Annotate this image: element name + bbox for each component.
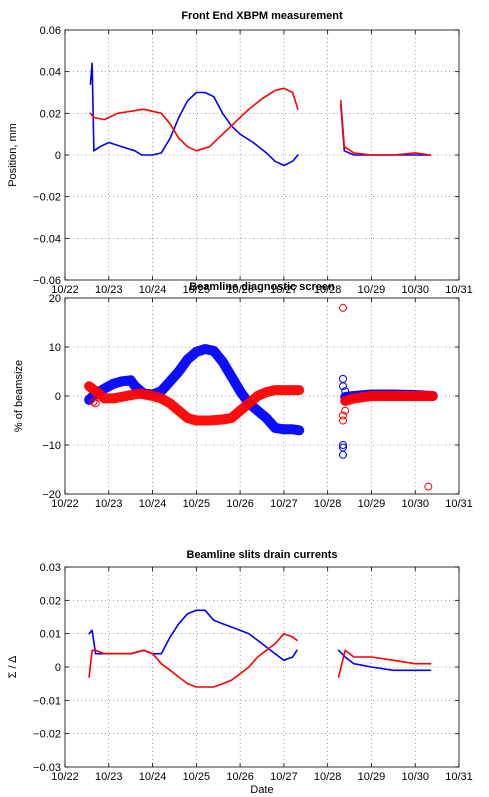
- screen-series-0-point: [338, 450, 347, 459]
- screen-x-tick-label: 10/31: [445, 498, 473, 510]
- slits-x-tick-label: 10/23: [95, 771, 123, 783]
- slits-series-0-segment-1: [337, 649, 432, 672]
- slits-y-tick-label: −0.03: [33, 762, 61, 774]
- slits-x-tick-label: 10/26: [226, 771, 254, 783]
- xbpm-y-tick-label: −0.04: [33, 233, 61, 245]
- xbpm-x-tick-label: 10/30: [401, 284, 429, 296]
- slits-title: Beamline slits drain currents: [187, 549, 338, 561]
- slits-x-tick-label: 10/28: [314, 771, 342, 783]
- screen-series-1-point: [89, 397, 98, 406]
- screen-series-0-point: [338, 382, 347, 391]
- xbpm-series-1-segment-0: [89, 87, 299, 152]
- screen-series-1-segment-1: [340, 391, 438, 406]
- screen-ticks: 10/22 10/23 10/24 10/25 10/26 10/27 10/28 10/29…: [42, 293, 472, 510]
- xbpm-title: Front End XBPM measurement: [181, 10, 343, 22]
- xbpm-y-tick-label: −0.02: [33, 192, 61, 204]
- slits-y-tick-label: 0: [55, 662, 61, 674]
- xbpm-x-tick-label: 10/23: [95, 284, 123, 296]
- slits-ticks: 10/22 10/23 10/24 10/25 10/26 10/27 10/28 10/29…: [33, 562, 473, 783]
- slits-x-tick-label: 10/24: [139, 771, 167, 783]
- xbpm-series-0-segment-0: [89, 62, 299, 167]
- xbpm-y-tick-label: 0: [55, 150, 61, 162]
- slits-y-tick-label: 0.03: [40, 562, 61, 574]
- slits-x-tick-label: 10/31: [445, 771, 473, 783]
- xbpm-panel: 10/22 10/23 10/24 10/25 10/26 10/27 10/28 10/29…: [7, 10, 473, 296]
- screen-series-0-point: [341, 387, 350, 396]
- xbpm-y-tick-label: 0.04: [40, 67, 61, 79]
- screen-x-tick-label: 10/27: [270, 498, 298, 510]
- xbpm-y-tick-label: −0.06: [33, 275, 61, 287]
- xbpm-ticks: 10/22 10/23 10/24 10/25 10/26 10/27 10/28 10/29…: [33, 25, 473, 296]
- slits-x-tick-label: 10/25: [183, 771, 211, 783]
- slits-x-tick-label: 10/30: [401, 771, 429, 783]
- screen-series-1-point: [341, 406, 350, 415]
- slits-x-tick-label: 10/27: [270, 771, 298, 783]
- screen-panel: 10/22 10/23 10/24 10/25 10/26 10/27 10/28 10/29…: [13, 281, 473, 510]
- screen-y-tick-label: 10: [49, 342, 61, 354]
- xbpm-series: [89, 62, 432, 167]
- xbpm-x-tick-label: 10/27: [270, 284, 298, 296]
- screen-x-tick-label: 10/28: [314, 498, 342, 510]
- screen-x-tick-label: 10/29: [358, 498, 386, 510]
- slits-y-tick-label: −0.02: [33, 729, 61, 741]
- screen-series-1-segment-0: [84, 381, 305, 426]
- screen-series-1-point: [338, 411, 347, 420]
- slits-panel: 10/22 10/23 10/24 10/25 10/26 10/27 10/28 10/29…: [7, 549, 473, 796]
- screen-series-1-point: [424, 482, 433, 491]
- xbpm-series-1-segment-1: [339, 100, 432, 156]
- screen-series-0-segment-0: [84, 344, 305, 436]
- screen-y-tick-label: 20: [49, 293, 61, 305]
- screen-y-tick-label: −20: [42, 489, 61, 501]
- screen-grid: [65, 298, 459, 494]
- screen-x-tick-label: 10/24: [139, 498, 167, 510]
- slits-y-axis-label: Σ / Δ: [7, 655, 19, 678]
- screen-x-tick-label: 10/23: [95, 498, 123, 510]
- xbpm-x-tick-label: 10/25: [183, 284, 211, 296]
- slits-x-tick-label: 10/22: [51, 771, 79, 783]
- screen-title: Beamline diagnostic screen: [189, 281, 335, 293]
- xbpm-y-tick-label: 0.02: [40, 108, 61, 120]
- screen-series: [84, 303, 438, 491]
- slits-series-1-segment-0: [88, 632, 298, 688]
- xbpm-x-tick-label: 10/26: [226, 284, 254, 296]
- xbpm-y-tick-label: 0.06: [40, 25, 61, 37]
- screen-x-tick-label: 10/25: [183, 498, 211, 510]
- slits-series-1-segment-1: [337, 649, 432, 678]
- slits-y-tick-label: 0.01: [40, 629, 61, 641]
- screen-series-1-point: [338, 303, 347, 312]
- slits-y-tick-label: 0.02: [40, 595, 61, 607]
- slits-x-tick-label: 10/29: [358, 771, 386, 783]
- slits-y-tick-label: −0.01: [33, 695, 61, 707]
- screen-y-axis-label: % of beamsize: [13, 360, 25, 432]
- screen-x-tick-label: 10/30: [401, 498, 429, 510]
- screen-y-tick-label: 0: [55, 391, 61, 403]
- xbpm-x-tick-label: 10/29: [358, 284, 386, 296]
- screen-series-0-point: [338, 441, 347, 449]
- xbpm-x-tick-label: 10/31: [445, 284, 473, 296]
- screen-x-tick-label: 10/26: [226, 498, 254, 510]
- xbpm-x-tick-label: 10/24: [139, 284, 167, 296]
- screen-x-tick-label: 10/22: [51, 498, 79, 510]
- screen-series-1-point: [91, 399, 100, 408]
- xbpm-x-tick-label: 10/22: [51, 284, 79, 296]
- xbpm-x-tick-label: 10/28: [314, 284, 342, 296]
- xbpm-y-axis-label: Position, mm: [7, 123, 19, 187]
- screen-series-1-point: [338, 416, 347, 425]
- slits-series: [88, 609, 432, 688]
- screen-y-tick-label: −10: [42, 440, 61, 452]
- slits-x-axis-label: Date: [250, 784, 273, 796]
